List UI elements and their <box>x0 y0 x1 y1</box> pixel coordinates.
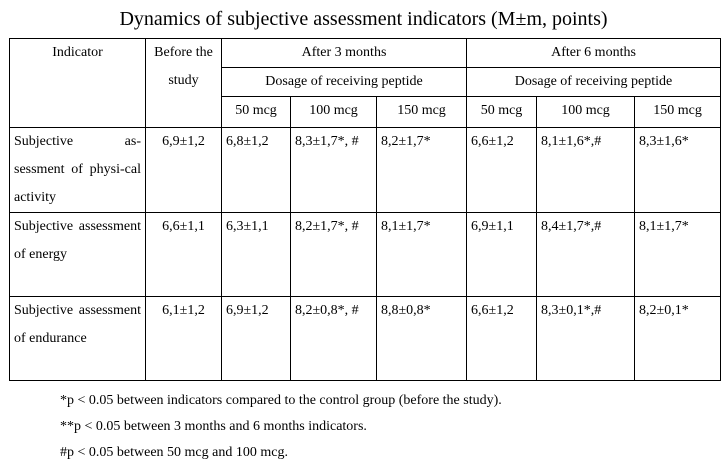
header-row-1: Indicator Before the study After 3 month… <box>9 38 722 128</box>
table-row: Subjective assessment of energy 6,6±1,1 … <box>9 212 722 297</box>
footnote-months: **p < 0.05 between 3 months and 6 months… <box>60 419 367 434</box>
header-dose-3-150: 150 mcg <box>375 96 468 128</box>
header-before: Before the study <box>145 38 222 128</box>
row-6m-100-value: 8,3±0,1*,# <box>536 296 636 381</box>
row-6m-100-value: 8,4±1,7*,# <box>536 212 636 297</box>
row-3m-50-value: 6,9±1,2 <box>221 296 291 381</box>
table-row: Subjective as-sessment of physi-cal acti… <box>9 127 722 213</box>
header-after-3-months: After 3 months <box>220 38 468 68</box>
row-before-value: 6,1±1,2 <box>145 296 222 381</box>
footnotes: *p < 0.05 between indicators compared to… <box>60 388 502 466</box>
row-6m-50-value: 6,6±1,2 <box>466 127 538 213</box>
header-row-3: 50 mcg 100 mcg 150 mcg 50 mcg 100 mcg 15… <box>10 96 722 128</box>
row-indicator: Subjective assessment of endurance <box>9 296 146 381</box>
table-title: Dynamics of subjective assessment indica… <box>119 8 608 30</box>
row-3m-50-value: 6,3±1,1 <box>221 212 291 297</box>
header-indicator: Indicator <box>9 38 146 128</box>
header-dose-6-150: 150 mcg <box>634 96 722 128</box>
header-row-2: Dosage of receiving peptide Dosage of re… <box>10 67 722 97</box>
row-before-value: 6,6±1,1 <box>145 212 222 297</box>
row-6m-150-value: 8,3±1,6* <box>634 127 722 213</box>
row-3m-100-value: 8,3±1,7*, # <box>290 127 377 213</box>
header-dose-6-50: 50 mcg <box>466 96 538 128</box>
row-6m-50-value: 6,9±1,1 <box>466 212 538 297</box>
row-3m-100-value: 8,2±1,7*, # <box>290 212 377 297</box>
header-dose-3-100: 100 mcg <box>290 96 377 128</box>
row-3m-50-value: 6,8±1,2 <box>221 127 291 213</box>
table-row: Subjective assessment of endurance 6,1±1… <box>9 296 722 381</box>
header-after-6-months: After 6 months <box>466 38 722 68</box>
header-dosage-6: Dosage of receiving peptide <box>466 67 722 97</box>
row-6m-150-value: 8,2±0,1* <box>634 296 722 381</box>
footnote-dosage: #p < 0.05 between 50 mcg and 100 mcg. <box>60 445 288 460</box>
row-3m-150-value: 8,1±1,7* <box>375 212 468 297</box>
row-6m-150-value: 8,1±1,7* <box>634 212 722 297</box>
footnote-control-group: *p < 0.05 between indicators compared to… <box>60 393 502 408</box>
row-3m-150-value: 8,2±1,7* <box>375 127 468 213</box>
header-dose-3-50: 50 mcg <box>221 96 291 128</box>
indicators-table: Indicator Before the study After 3 month… <box>9 38 722 381</box>
row-before-value: 6,9±1,2 <box>145 127 222 213</box>
row-3m-100-value: 8,2±0,8*, # <box>290 296 377 381</box>
row-indicator: Subjective assessment of energy <box>9 212 146 297</box>
row-3m-150-value: 8,8±0,8* <box>375 296 468 381</box>
header-dose-6-100: 100 mcg <box>536 96 636 128</box>
header-dosage-3: Dosage of receiving peptide <box>220 67 468 97</box>
row-6m-100-value: 8,1±1,6*,# <box>536 127 636 213</box>
row-6m-50-value: 6,6±1,2 <box>466 296 538 381</box>
row-indicator: Subjective as-sessment of physi-cal acti… <box>9 127 146 213</box>
